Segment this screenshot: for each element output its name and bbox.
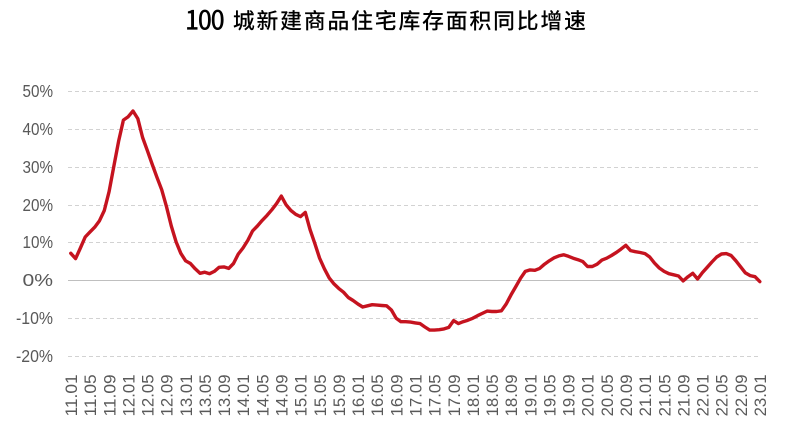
svg-text:16.05: 16.05 <box>368 374 387 416</box>
svg-text:11.09: 11.09 <box>100 374 119 416</box>
svg-text:10%: 10% <box>23 232 54 252</box>
svg-text:-20%: -20% <box>16 346 53 366</box>
svg-text:23.01: 23.01 <box>751 374 770 416</box>
svg-text:14.05: 14.05 <box>253 374 272 416</box>
svg-text:18.01: 18.01 <box>464 374 483 416</box>
svg-text:15.09: 15.09 <box>330 374 349 416</box>
svg-text:17.05: 17.05 <box>426 374 445 416</box>
svg-text:12.01: 12.01 <box>119 374 138 416</box>
svg-text:30%: 30% <box>23 157 54 177</box>
svg-text:11.05: 11.05 <box>81 374 100 416</box>
svg-text:12.09: 12.09 <box>158 374 177 416</box>
svg-text:19.01: 19.01 <box>521 374 540 416</box>
svg-text:16.01: 16.01 <box>349 374 368 416</box>
svg-text:0%: 0% <box>23 270 54 290</box>
svg-text:17.09: 17.09 <box>445 374 464 416</box>
svg-text:20.05: 20.05 <box>598 374 617 416</box>
svg-text:50%: 50% <box>23 81 54 101</box>
svg-text:18.09: 18.09 <box>502 374 521 416</box>
svg-text:21.05: 21.05 <box>655 374 674 416</box>
svg-text:13.05: 13.05 <box>196 374 215 416</box>
svg-text:21.01: 21.01 <box>636 374 655 416</box>
svg-text:14.01: 14.01 <box>234 374 253 416</box>
svg-text:16.09: 16.09 <box>387 374 406 416</box>
svg-text:14.09: 14.09 <box>273 374 292 416</box>
svg-text:18.05: 18.05 <box>483 374 502 416</box>
svg-text:17.01: 17.01 <box>407 374 426 416</box>
svg-text:22.01: 22.01 <box>694 374 713 416</box>
svg-text:13.01: 13.01 <box>177 374 196 416</box>
svg-text:20%: 20% <box>23 195 54 215</box>
svg-text:19.09: 19.09 <box>560 374 579 416</box>
svg-text:13.09: 13.09 <box>215 374 234 416</box>
svg-text:-10%: -10% <box>16 308 53 328</box>
svg-text:20.01: 20.01 <box>579 374 598 416</box>
svg-text:11.01: 11.01 <box>62 374 81 416</box>
svg-text:40%: 40% <box>23 119 54 139</box>
svg-text:15.01: 15.01 <box>292 374 311 416</box>
svg-text:22.05: 22.05 <box>713 374 732 416</box>
svg-text:12.05: 12.05 <box>139 374 158 416</box>
svg-text:19.05: 19.05 <box>541 374 560 416</box>
svg-text:21.09: 21.09 <box>674 374 693 416</box>
svg-text:20.09: 20.09 <box>617 374 636 416</box>
svg-text:15.05: 15.05 <box>311 374 330 416</box>
svg-text:22.09: 22.09 <box>732 374 751 416</box>
